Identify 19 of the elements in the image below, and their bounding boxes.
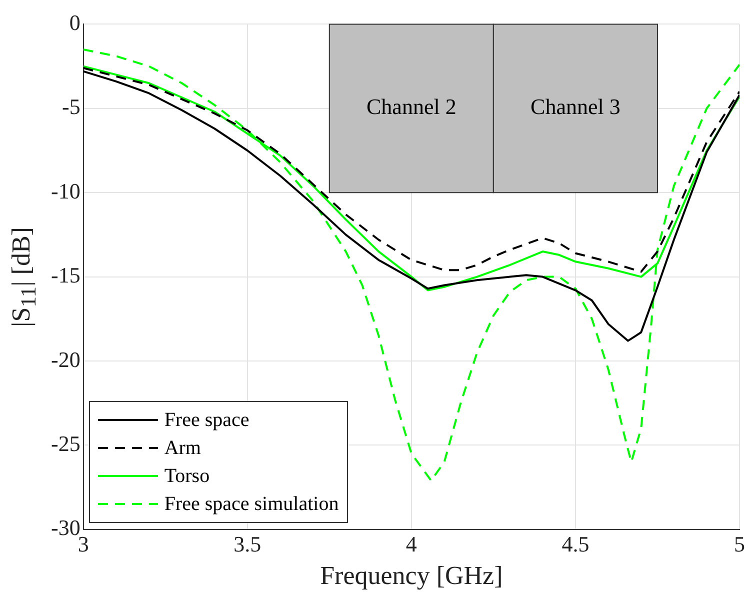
x-axis-title: Frequency [GHz]	[320, 561, 503, 590]
x-tick-label: 3.5	[234, 531, 262, 556]
x-tick-label: 4.5	[562, 531, 590, 556]
y-tick-label: -25	[51, 430, 80, 456]
x-tick-label: 4	[406, 531, 417, 556]
y-tick-label: -5	[62, 94, 80, 120]
y-tick-label: -20	[51, 346, 80, 372]
y-tick-label: -10	[51, 178, 80, 204]
y-tick-label: -30	[51, 515, 80, 540]
legend-label: Torso	[164, 464, 210, 490]
y-tick-label: -15	[51, 262, 80, 288]
legend-label: Free space	[164, 408, 250, 434]
legend-label: Arm	[164, 436, 201, 462]
x-tick-label: 5	[734, 531, 745, 556]
legend-label: Free space simulation	[164, 492, 339, 518]
band-label: Channel 3	[530, 94, 620, 120]
line-series	[83, 48, 740, 482]
y-tick-label: 0	[69, 10, 80, 35]
band-label: Channel 2	[366, 94, 456, 120]
